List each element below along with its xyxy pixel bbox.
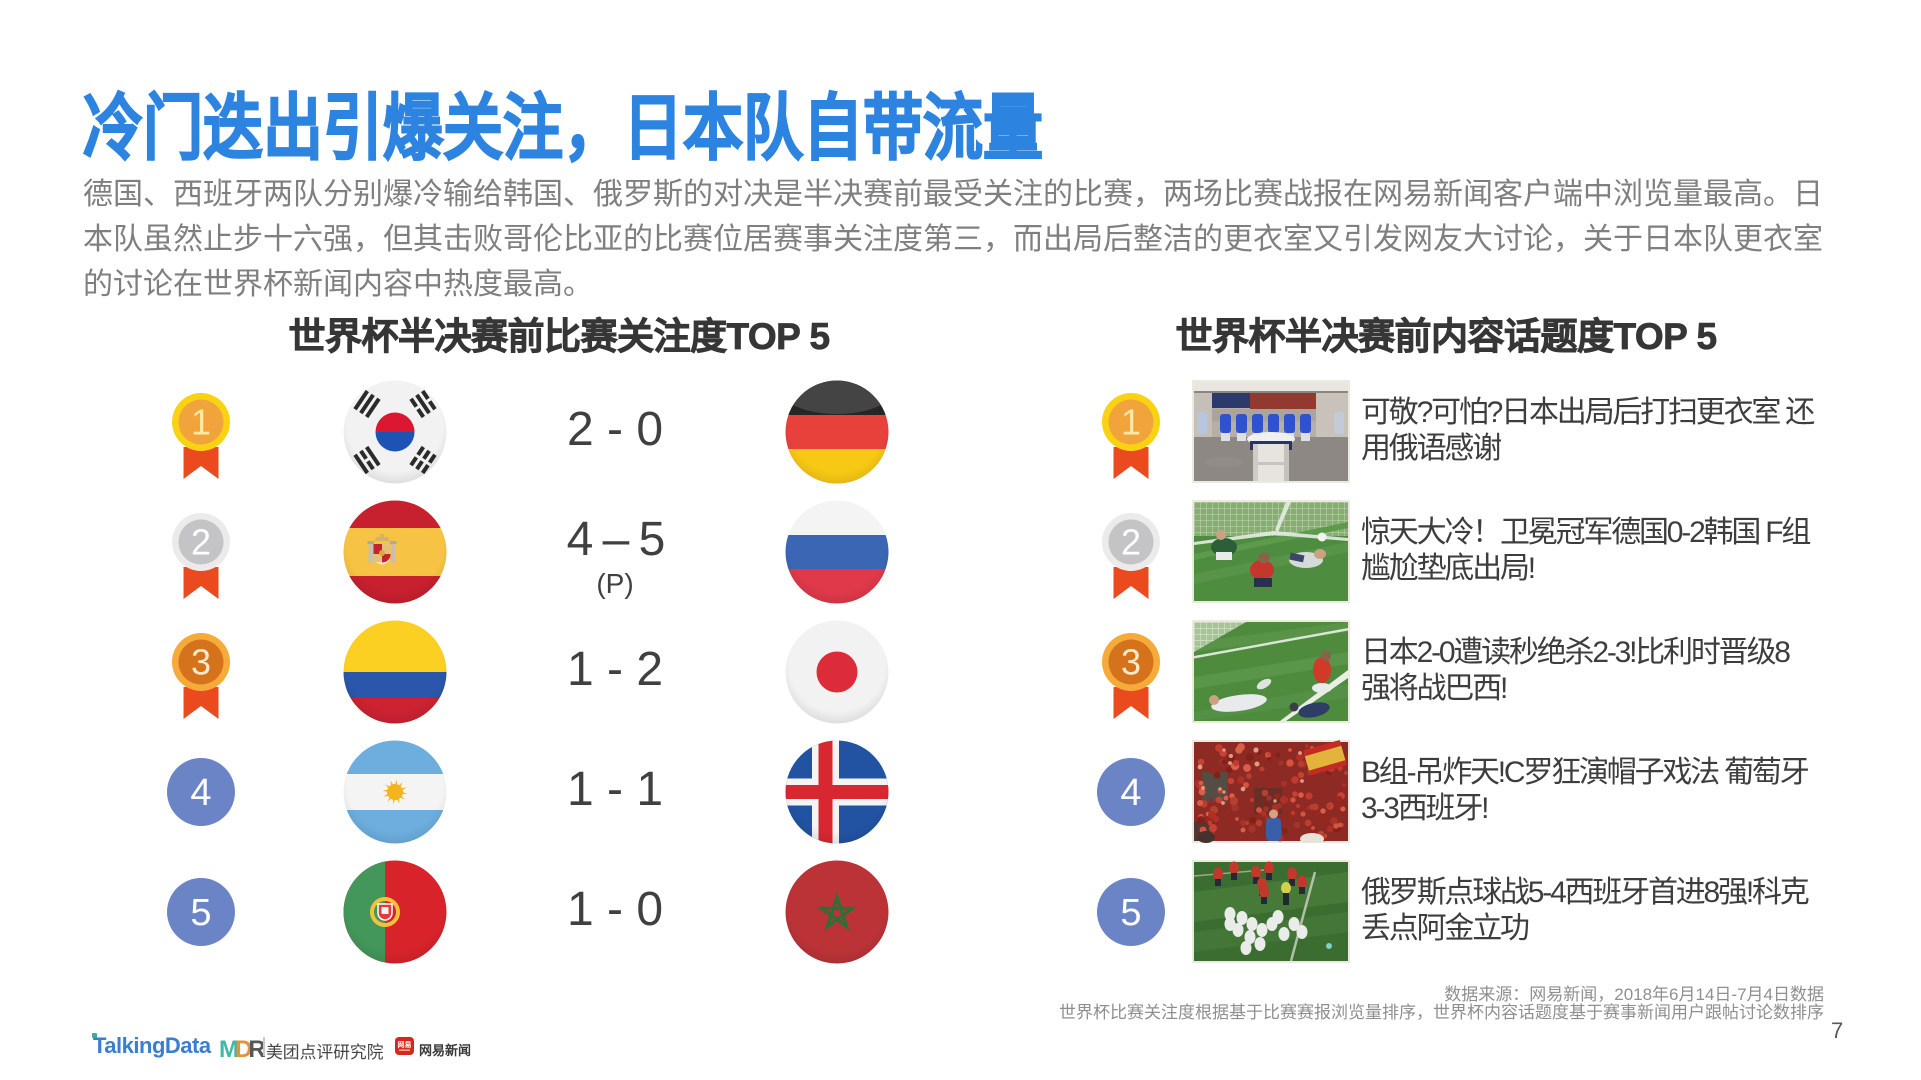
svg-text:5: 5	[190, 892, 211, 934]
svg-text:4: 4	[1120, 772, 1141, 814]
svg-text:4: 4	[190, 772, 211, 814]
svg-text:3: 3	[191, 641, 211, 682]
svg-text:3: 3	[1120, 641, 1140, 682]
svg-text:1: 1	[1120, 401, 1140, 442]
svg-text:网易: 网易	[398, 1040, 412, 1049]
svg-text:5: 5	[1120, 892, 1141, 934]
svg-text:2: 2	[1120, 521, 1140, 562]
svg-text:1: 1	[191, 401, 211, 442]
svg-text:2: 2	[191, 521, 211, 562]
